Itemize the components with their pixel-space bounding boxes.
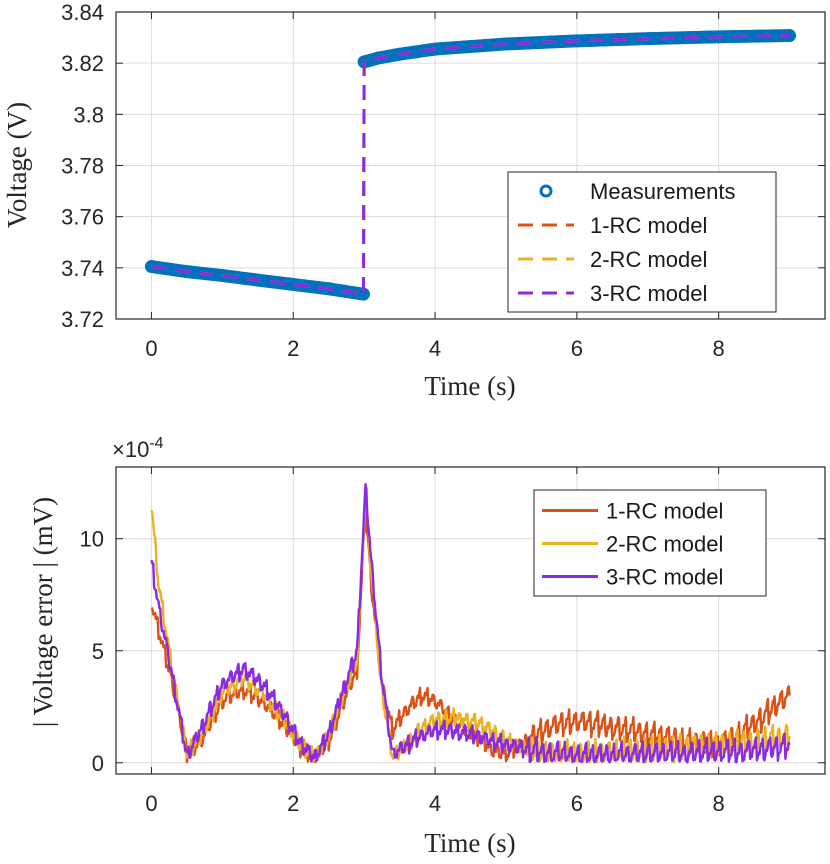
legend-label: 1-RC model <box>606 499 723 524</box>
y-tick-label: 3.72 <box>61 307 104 332</box>
y-tick-label: 10 <box>80 527 104 552</box>
y-tick-label: 3.78 <box>61 154 104 179</box>
y-tick-label: 3.74 <box>61 256 104 281</box>
error-plot-legend: 1-RC model 2-RC model 3-RC model <box>533 489 767 597</box>
x-tick-label: 6 <box>571 336 583 361</box>
x-tick-label: 4 <box>429 336 441 361</box>
y-tick-label: 3.8 <box>73 102 104 127</box>
voltage-plot-ticks: 0 2 4 6 8 3.72 3.74 3.76 3.78 3.8 3.82 3.84 <box>61 0 825 361</box>
voltage-plot: 0 2 4 6 8 3.72 3.74 3.76 3.78 3.8 3.82 3.84 Time (s… <box>2 0 826 401</box>
legend-label: 2-RC model <box>590 247 707 272</box>
voltage-plot-ylabel: Voltage (V) <box>2 102 32 228</box>
error-plot-xlabel: Time (s) <box>424 828 515 858</box>
error-plot-ylabel: | Voltage error | (mV) <box>28 497 58 727</box>
x-tick-label: 8 <box>713 336 725 361</box>
series-line-3rc <box>150 483 791 764</box>
x-tick-label: 0 <box>145 791 157 816</box>
voltage-legend-box <box>507 171 777 313</box>
x-tick-label: 0 <box>145 336 157 361</box>
x-tick-label: 2 <box>287 791 299 816</box>
y-tick-label: 5 <box>92 639 104 664</box>
error-plot: 0 2 4 6 8 0 5 10 ×10-4 Time (s) | Voltage error… <box>28 435 826 858</box>
y-tick-label: 3.76 <box>61 205 104 230</box>
error-plot-exponent: ×10-4 <box>112 435 164 462</box>
x-tick-label: 2 <box>287 336 299 361</box>
legend-label: 3-RC model <box>606 565 723 590</box>
voltage-plot-series <box>144 29 797 301</box>
legend-label: Measurements <box>590 179 736 204</box>
voltage-plot-xlabel: Time (s) <box>424 371 515 401</box>
legend-label: 3-RC model <box>590 281 707 306</box>
legend-label: 2-RC model <box>606 532 723 557</box>
x-tick-label: 4 <box>429 791 441 816</box>
legend-label: 1-RC model <box>590 213 707 238</box>
y-tick-label: 3.82 <box>61 51 104 76</box>
error-plot-ticks: 0 2 4 6 8 0 5 10 <box>80 467 825 816</box>
y-tick-label: 3.84 <box>61 0 104 25</box>
error-plot-series <box>150 483 791 764</box>
x-tick-label: 6 <box>571 791 583 816</box>
y-tick-label: 0 <box>92 751 104 776</box>
error-plot-frame <box>115 466 826 775</box>
legend-marker <box>539 184 553 198</box>
x-tick-label: 8 <box>713 791 725 816</box>
voltage-plot-legend: Measurements 1-RC model 2-RC model 3-RC mod… <box>507 171 777 313</box>
